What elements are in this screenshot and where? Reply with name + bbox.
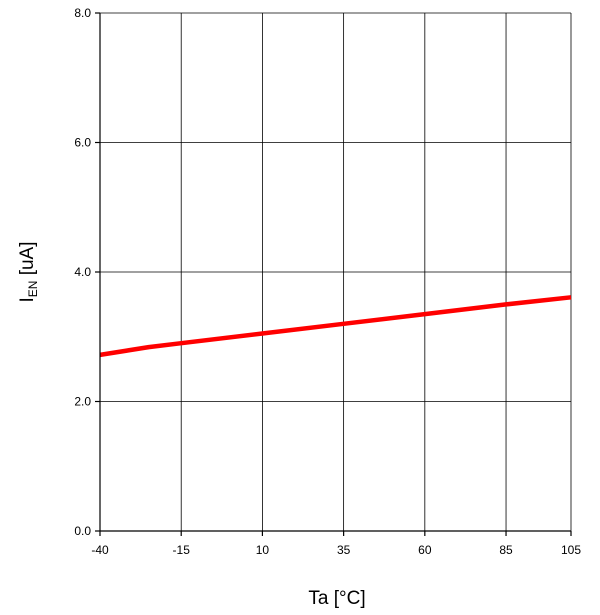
y-axis-title-subscript: EN (26, 281, 40, 298)
grid (99, 12, 572, 532)
series-group (99, 295, 572, 358)
x-tick-label: 10 (256, 543, 270, 557)
x-tick-label: -40 (91, 543, 109, 557)
y-tick-label: 4.0 (74, 265, 91, 279)
axes (95, 12, 572, 536)
x-tick-label: 105 (561, 543, 581, 557)
x-tick-label: 35 (337, 543, 351, 557)
x-tick-label: -15 (173, 543, 191, 557)
y-axis-title: IEN [uA] (17, 241, 40, 302)
y-axis-title-main: I (17, 297, 38, 302)
y-tick-label: 8.0 (74, 6, 91, 20)
y-tick-label: 2.0 (74, 395, 91, 409)
y-tick-label: 6.0 (74, 136, 91, 150)
y-tick-label: 0.0 (74, 524, 91, 538)
x-tick-label: 85 (499, 543, 513, 557)
series-line (99, 295, 572, 358)
x-tick-label: 60 (418, 543, 432, 557)
y-axis-title-unit: [uA] (17, 241, 38, 280)
x-axis-title: Ta [°C] (308, 588, 365, 609)
tick-labels: -40 -15 10 35 60 85 105 0.0 2.0 4.0 6.0 8.0 (74, 6, 581, 557)
